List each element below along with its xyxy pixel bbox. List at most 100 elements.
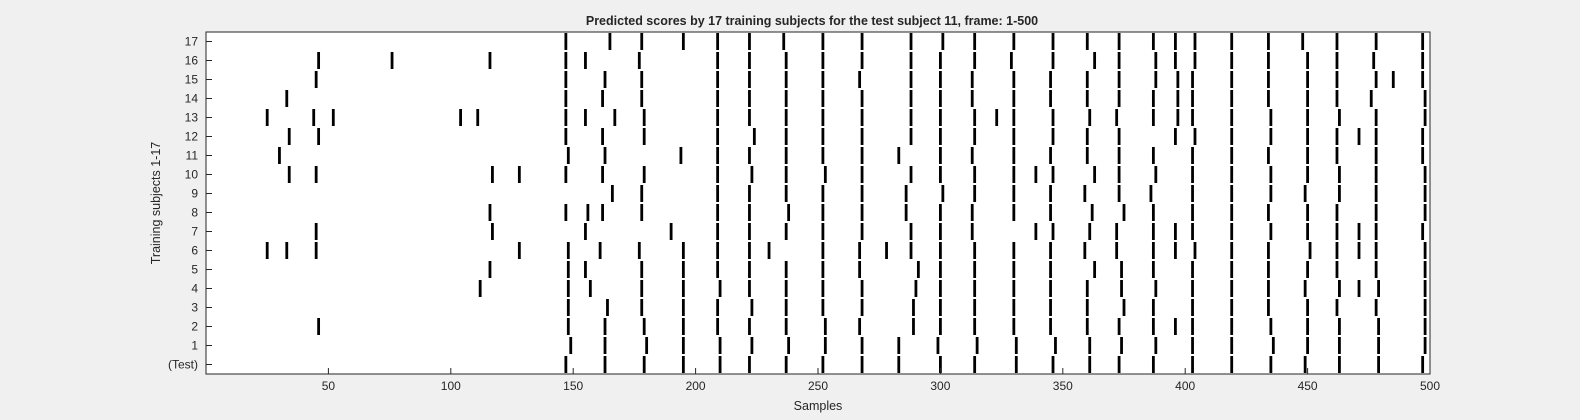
prediction-mark-row-4-21 bbox=[1303, 280, 1307, 297]
prediction-mark-row-11-11 bbox=[970, 147, 974, 164]
prediction-mark-row-3-0 bbox=[566, 299, 570, 316]
prediction-mark-row-0-15 bbox=[1117, 356, 1121, 373]
prediction-mark-row-13-26 bbox=[1269, 109, 1273, 126]
prediction-mark-row-5-7 bbox=[784, 261, 788, 278]
x-tick-label: 500 bbox=[1420, 379, 1440, 393]
prediction-mark-row-14-23 bbox=[1369, 90, 1373, 107]
prediction-mark-row-15-13 bbox=[1049, 71, 1052, 88]
prediction-mark-row-7-22 bbox=[1335, 223, 1339, 240]
prediction-mark-row-12-0 bbox=[287, 128, 291, 145]
prediction-mark-row-8-15 bbox=[1090, 204, 1094, 221]
prediction-mark-row-2-25 bbox=[1423, 318, 1427, 335]
prediction-mark-row-15-9 bbox=[909, 71, 913, 88]
prediction-mark-row-2-18 bbox=[1174, 318, 1177, 335]
prediction-mark-row-12-10 bbox=[909, 128, 913, 145]
prediction-mark-row-15-16 bbox=[1154, 71, 1158, 88]
prediction-mark-row-7-15 bbox=[1115, 223, 1119, 240]
prediction-mark-row-13-20 bbox=[1088, 109, 1092, 126]
prediction-mark-row-4-22 bbox=[1338, 280, 1341, 297]
prediction-mark-row-13-21 bbox=[1115, 109, 1119, 126]
prediction-mark-row-3-4 bbox=[716, 299, 720, 316]
prediction-mark-row-1-2 bbox=[645, 337, 649, 354]
prediction-mark-row-13-27 bbox=[1306, 109, 1309, 126]
y-tick-label: 4 bbox=[191, 282, 198, 296]
prediction-mark-row-9-14 bbox=[1149, 185, 1153, 202]
prediction-mark-row-17-1 bbox=[608, 33, 612, 50]
prediction-mark-row-3-18 bbox=[1230, 299, 1234, 316]
prediction-mark-row-9-2 bbox=[716, 185, 720, 202]
prediction-mark-row-1-9 bbox=[897, 337, 901, 354]
prediction-mark-row-15-7 bbox=[821, 71, 825, 88]
prediction-mark-row-12-9 bbox=[860, 128, 864, 145]
prediction-mark-row-1-11 bbox=[975, 337, 979, 354]
prediction-mark-row-11-7 bbox=[821, 147, 825, 164]
prediction-mark-row-15-2 bbox=[603, 71, 607, 88]
prediction-mark-row-9-20 bbox=[1374, 185, 1378, 202]
prediction-mark-row-2-10 bbox=[912, 318, 915, 335]
prediction-mark-row-16-9 bbox=[821, 52, 825, 69]
prediction-mark-row-13-17 bbox=[995, 109, 999, 126]
prediction-mark-row-17-19 bbox=[1230, 33, 1234, 50]
prediction-mark-row-14-7 bbox=[821, 90, 825, 107]
prediction-mark-row-0-23 bbox=[1421, 356, 1425, 373]
prediction-mark-row-10-12 bbox=[909, 166, 913, 183]
prediction-mark-row-10-24 bbox=[1306, 166, 1309, 183]
prediction-mark-row-12-3 bbox=[601, 128, 604, 145]
y-tick-label: 12 bbox=[185, 130, 199, 144]
prediction-mark-row-4-24 bbox=[1377, 280, 1380, 297]
prediction-mark-row-11-4 bbox=[716, 147, 720, 164]
prediction-mark-row-5-5 bbox=[716, 261, 720, 278]
prediction-mark-row-17-22 bbox=[1335, 33, 1339, 50]
prediction-mark-row-10-5 bbox=[601, 166, 604, 183]
prediction-mark-row-3-7 bbox=[821, 299, 825, 316]
prediction-mark-row-6-12 bbox=[858, 242, 862, 259]
prediction-mark-row-13-30 bbox=[1423, 109, 1427, 126]
prediction-mark-row-12-7 bbox=[784, 128, 788, 145]
prediction-mark-row-10-21 bbox=[1191, 166, 1194, 183]
prediction-mark-row-7-4 bbox=[716, 223, 720, 240]
prediction-mark-row-6-17 bbox=[1012, 242, 1016, 259]
y-tick-label: 1 bbox=[191, 339, 198, 353]
prediction-mark-row-0-10 bbox=[939, 356, 942, 373]
prediction-mark-row-14-13 bbox=[1049, 90, 1052, 107]
prediction-mark-row-8-1 bbox=[564, 204, 568, 221]
prediction-mark-row-3-10 bbox=[939, 299, 942, 316]
prediction-mark-row-9-19 bbox=[1338, 185, 1341, 202]
prediction-mark-row-12-15 bbox=[1085, 128, 1089, 145]
y-tick-label: 6 bbox=[191, 244, 198, 258]
prediction-mark-row-8-18 bbox=[1191, 204, 1194, 221]
prediction-mark-row-1-8 bbox=[860, 337, 864, 354]
prediction-mark-row-6-0 bbox=[265, 242, 269, 259]
prediction-mark-row-17-16 bbox=[1151, 33, 1155, 50]
x-tick-label: 400 bbox=[1175, 379, 1195, 393]
prediction-mark-row-11-9 bbox=[897, 147, 901, 164]
prediction-mark-row-12-18 bbox=[1193, 128, 1197, 145]
prediction-mark-row-14-15 bbox=[1117, 90, 1121, 107]
prediction-mark-row-9-4 bbox=[784, 185, 788, 202]
prediction-mark-row-17-12 bbox=[1012, 33, 1016, 50]
x-tick-label: 150 bbox=[563, 379, 583, 393]
prediction-mark-row-7-20 bbox=[1269, 223, 1273, 240]
prediction-mark-row-6-5 bbox=[598, 242, 602, 259]
prediction-mark-row-13-9 bbox=[716, 109, 720, 126]
prediction-mark-row-1-10 bbox=[936, 337, 940, 354]
prediction-mark-row-12-2 bbox=[564, 128, 568, 145]
prediction-mark-row-7-10 bbox=[939, 223, 942, 240]
prediction-mark-row-5-12 bbox=[973, 261, 977, 278]
prediction-mark-row-7-5 bbox=[748, 223, 751, 240]
prediction-mark-row-2-15 bbox=[1085, 318, 1089, 335]
prediction-mark-row-7-1 bbox=[491, 223, 494, 240]
y-axis-label: Training subjects 1-17 bbox=[149, 142, 163, 265]
prediction-mark-row-10-25 bbox=[1338, 166, 1341, 183]
prediction-mark-row-13-10 bbox=[748, 109, 751, 126]
prediction-mark-row-8-2 bbox=[586, 204, 590, 221]
prediction-mark-row-8-24 bbox=[1423, 204, 1427, 221]
prediction-mark-row-10-17 bbox=[1051, 166, 1055, 183]
prediction-mark-row-0-2 bbox=[642, 356, 646, 373]
prediction-mark-row-7-18 bbox=[1191, 223, 1194, 240]
prediction-mark-row-12-14 bbox=[1051, 128, 1055, 145]
prediction-mark-row-5-22 bbox=[1335, 261, 1339, 278]
prediction-mark-row-10-10 bbox=[823, 166, 827, 183]
